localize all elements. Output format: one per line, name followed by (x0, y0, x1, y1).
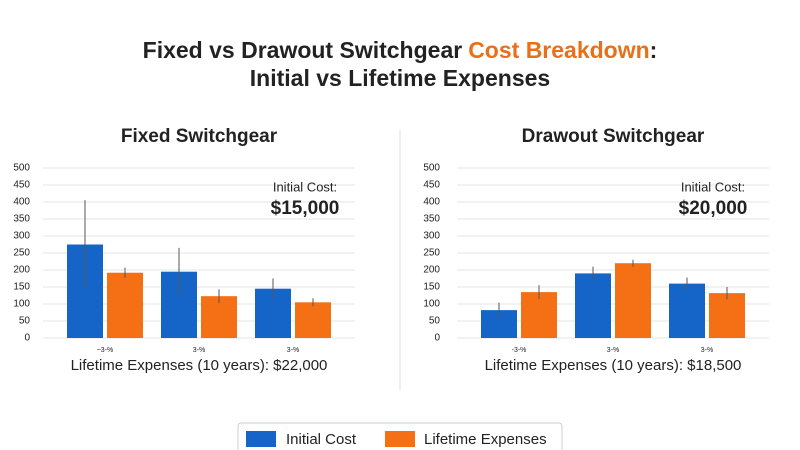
bar (615, 263, 651, 338)
x-tick-label: ~3-% (97, 347, 114, 354)
annotation: Lifetime Expenses (10 years): $18,500 (485, 357, 742, 374)
y-tick-label: 150 (13, 282, 30, 293)
y-tick-label: 500 (423, 163, 440, 174)
y-tick-label: 100 (423, 299, 440, 310)
y-tick-label: 500 (13, 163, 30, 174)
x-tick-label: 3-% (287, 347, 299, 354)
title-highlight: Cost Breakdown (468, 37, 649, 63)
y-tick-label: 400 (423, 197, 440, 208)
legend-swatch (385, 431, 415, 447)
bar (575, 273, 611, 338)
y-tick-label: 300 (423, 231, 440, 242)
bar (107, 272, 143, 338)
y-tick-label: 450 (423, 180, 440, 191)
y-tick-label: 0 (434, 333, 440, 344)
bar (709, 293, 745, 338)
y-tick-label: 0 (24, 333, 30, 344)
subplot-title: Fixed Switchgear (121, 126, 278, 147)
y-tick-label: 100 (13, 299, 30, 310)
y-tick-label: 50 (19, 316, 31, 327)
annotation: Initial Cost: (681, 179, 745, 194)
annotation-value: $20,000 (679, 198, 748, 219)
y-tick-label: 250 (13, 248, 30, 259)
x-tick-label: 3-% (607, 347, 619, 354)
y-tick-label: 300 (13, 231, 30, 242)
y-tick-label: 400 (13, 197, 30, 208)
y-tick-label: 250 (423, 248, 440, 259)
x-tick-label: 3-% (701, 347, 713, 354)
annotation-value: $15,000 (271, 198, 340, 219)
y-tick-label: 200 (423, 265, 440, 276)
annotation: Initial Cost: (273, 179, 337, 194)
title-part: Fixed vs Drawout Switchgear (143, 37, 463, 63)
y-tick-label: 50 (429, 316, 441, 327)
y-tick-label: 350 (13, 214, 30, 225)
legend-label: Initial Cost (286, 431, 357, 448)
bar (669, 283, 705, 338)
y-tick-label: 200 (13, 265, 30, 276)
annotation: Lifetime Expenses (10 years): $22,000 (71, 357, 328, 374)
y-tick-label: 450 (13, 180, 30, 191)
subplot-title: Drawout Switchgear (522, 126, 705, 147)
x-tick-label: 3-% (193, 347, 205, 354)
chart-title: Fixed vs Drawout Switchgear Cost Breakdow… (143, 37, 658, 63)
y-tick-label: 150 (423, 282, 440, 293)
bar (201, 296, 237, 338)
x-tick-label: -3-% (512, 347, 527, 354)
bar (521, 292, 557, 338)
chart-subtitle: Initial vs Lifetime Expenses (250, 65, 550, 91)
legend-label: Lifetime Expenses (424, 431, 547, 448)
bar (295, 302, 331, 338)
legend-swatch (246, 431, 276, 447)
title-part: : (650, 37, 658, 63)
y-tick-label: 350 (423, 214, 440, 225)
